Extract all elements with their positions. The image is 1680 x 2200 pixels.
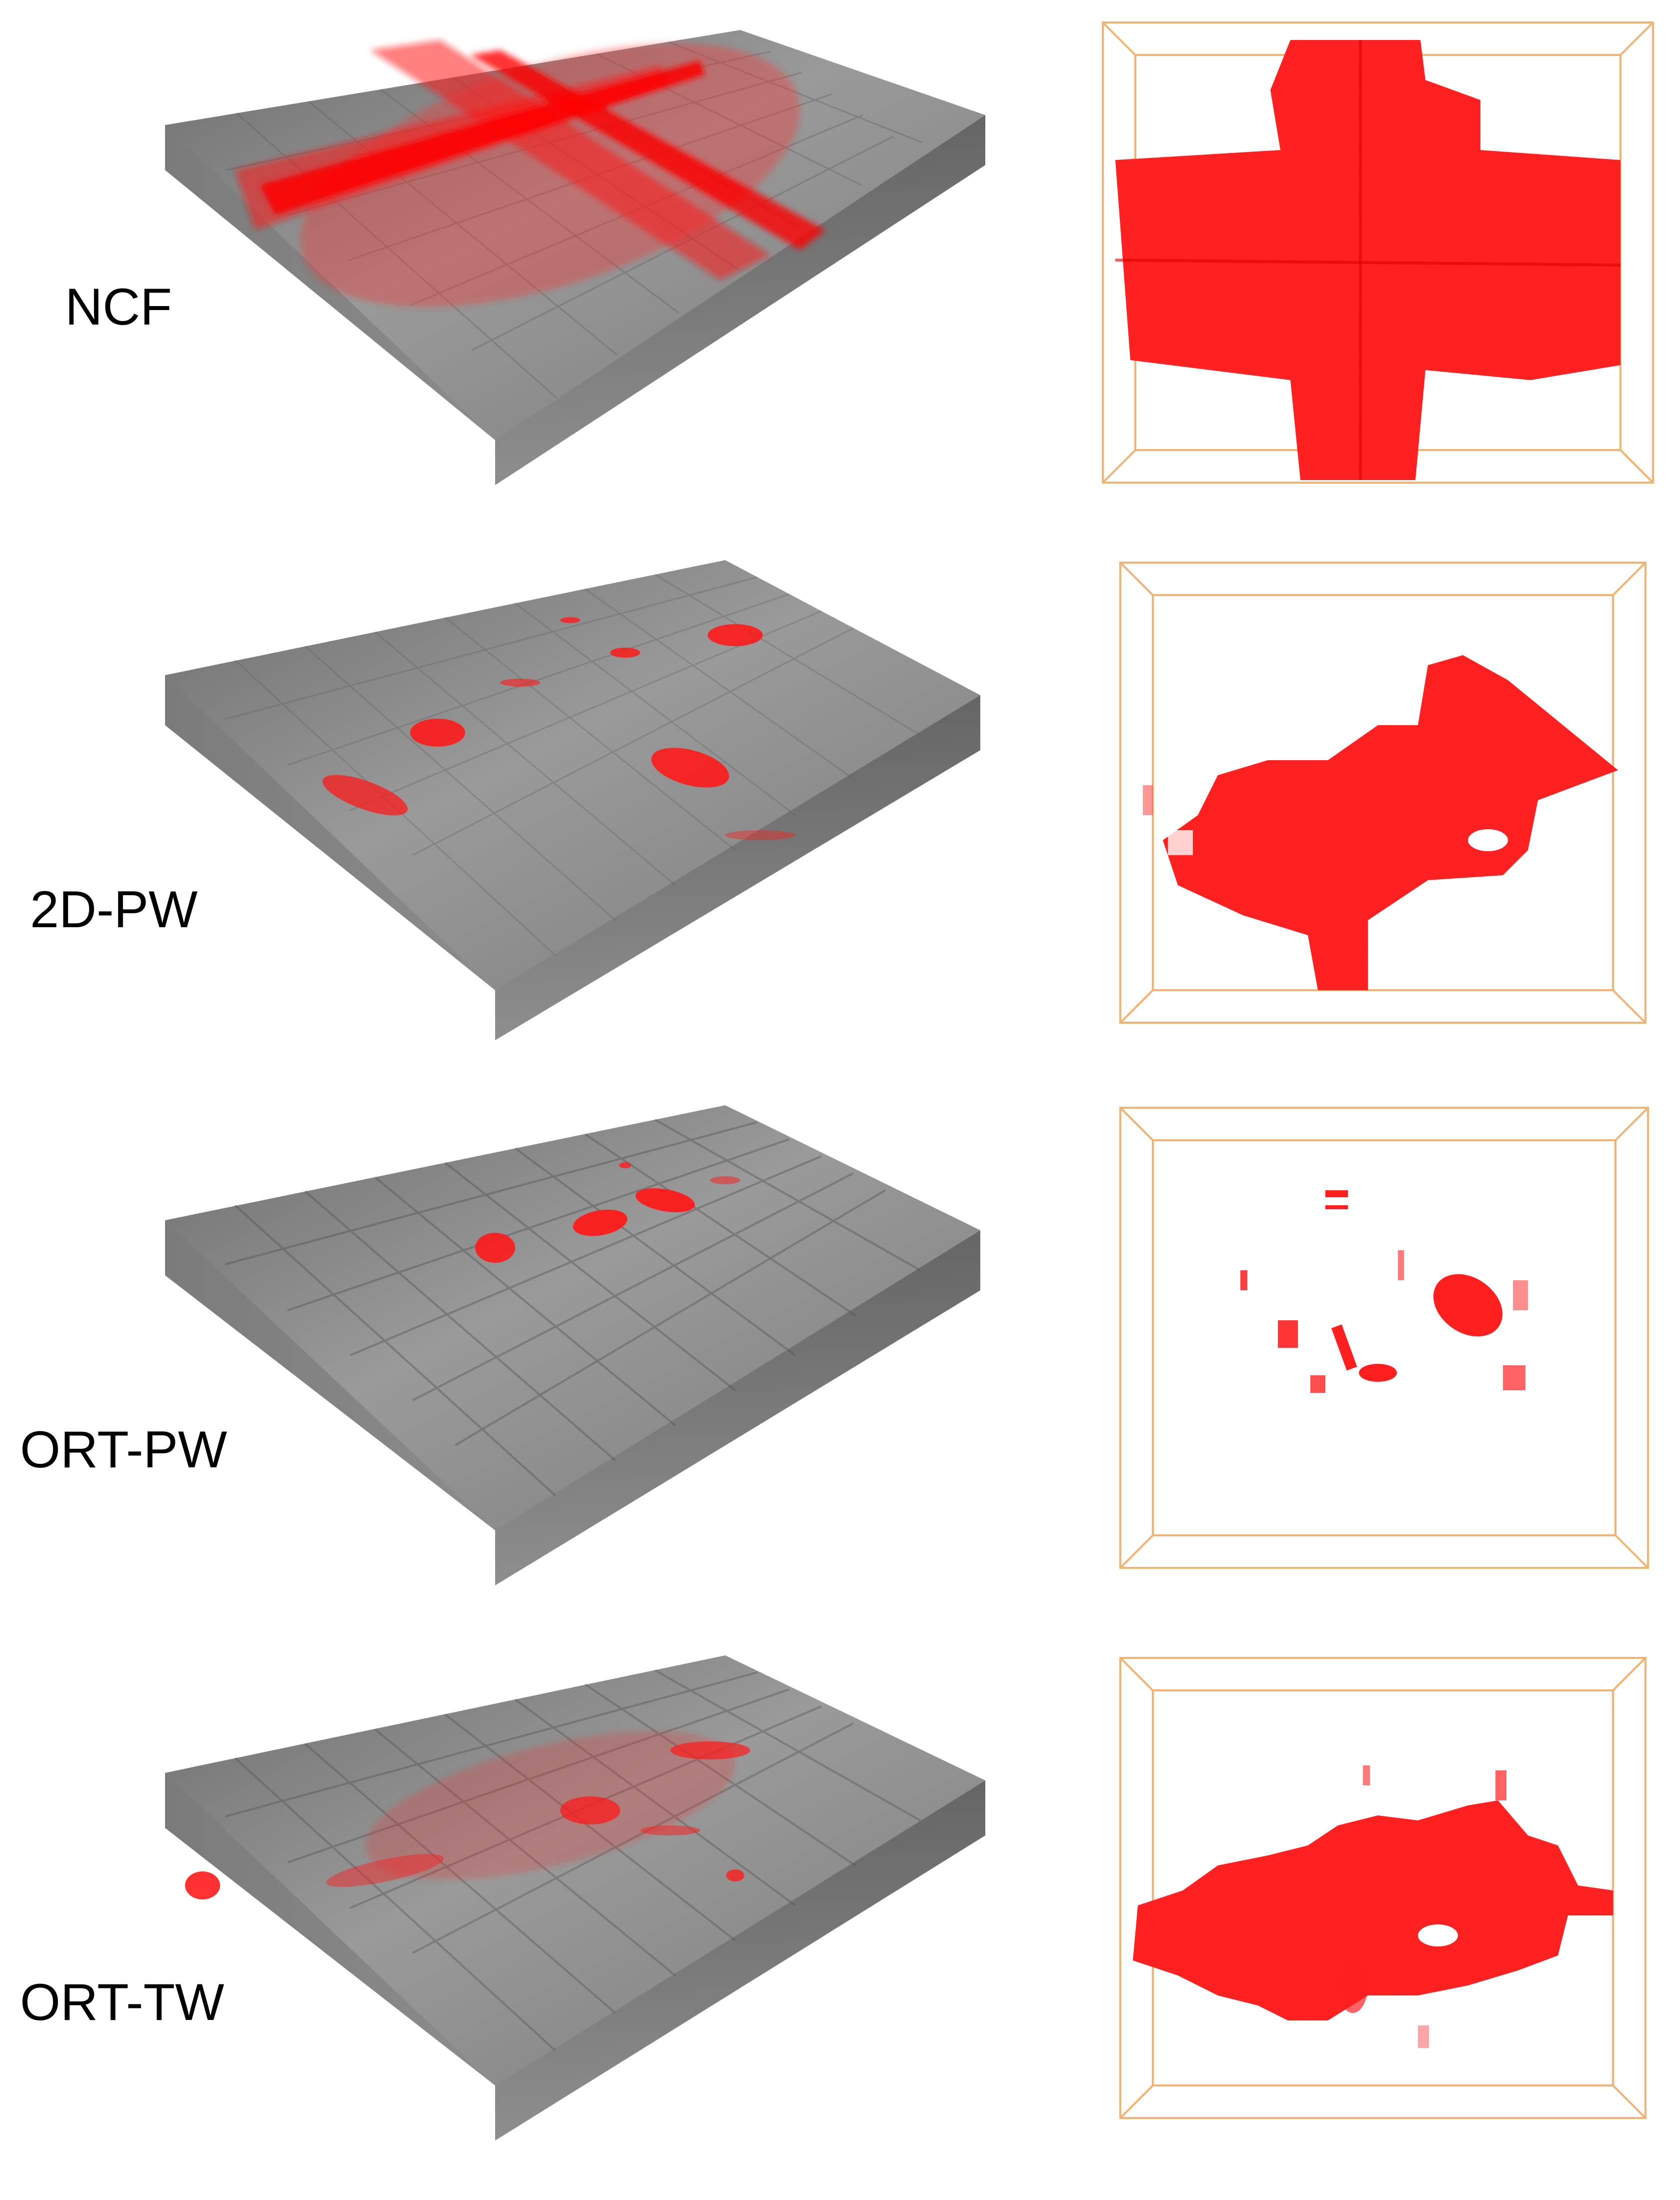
damage-region bbox=[1143, 655, 1618, 990]
panel-ncf: NCF bbox=[0, 20, 1680, 565]
ncf-3d-slab-render bbox=[165, 30, 985, 485]
damage-region bbox=[1240, 1190, 1528, 1393]
damage-region bbox=[235, 40, 825, 307]
damage-region bbox=[1133, 1765, 1613, 2048]
damage-region bbox=[475, 1162, 740, 1263]
2d-pw-damage-projection bbox=[1119, 562, 1646, 1024]
panel-label: ORT-TW bbox=[20, 1973, 225, 2031]
panel-ort-pw: ORT-PW bbox=[0, 1105, 1680, 1650]
2d-pw-3d-slab-render bbox=[165, 560, 980, 1040]
panel-label: NCF bbox=[65, 278, 172, 336]
ort-tw-damage-projection bbox=[1119, 1657, 1646, 2119]
panel-label: ORT-PW bbox=[20, 1421, 228, 1479]
damage-region bbox=[1115, 40, 1621, 480]
ncf-damage-projection bbox=[1102, 22, 1654, 484]
ort-pw-3d-slab-render bbox=[165, 1105, 980, 1585]
panel-ort-tw: ORT-TW bbox=[0, 1655, 1680, 2200]
damage-region bbox=[185, 1731, 750, 1899]
panel-label: 2D-PW bbox=[30, 881, 198, 939]
ort-tw-3d-slab-render bbox=[165, 1655, 985, 2140]
ort-pw-damage-projection bbox=[1119, 1107, 1649, 1569]
panel-2d-pw: 2D-PW bbox=[0, 560, 1680, 1105]
damage-region bbox=[322, 617, 795, 840]
